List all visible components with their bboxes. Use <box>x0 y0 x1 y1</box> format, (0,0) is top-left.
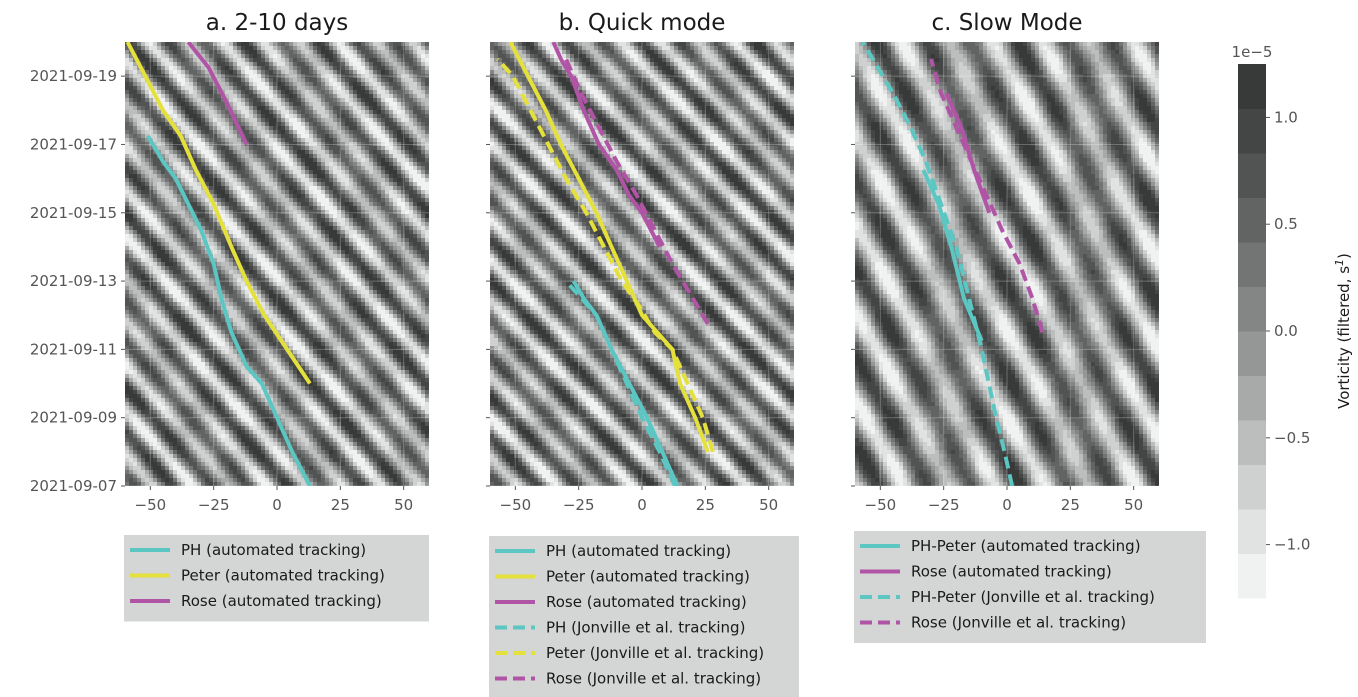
vorticity-field <box>855 42 1159 486</box>
series-line <box>921 169 984 342</box>
contour-plot-c: −50 −25 0 25 50 <box>851 42 1159 514</box>
colorbar-exponent: 1e−5 <box>1232 43 1273 61</box>
colorbar-level <box>1238 420 1266 465</box>
panel-c: c. Slow Mode −50 −25 0 25 50 <box>851 10 1159 514</box>
legend-label: PH-Peter (automated tracking) <box>911 537 1141 555</box>
legend-label: Rose (Jonville et al. tracking) <box>546 670 761 688</box>
legend-label: Peter (automated tracking) <box>546 568 750 586</box>
colorbar-tick-label: −1.0 <box>1274 536 1310 554</box>
legend-box <box>489 536 799 697</box>
legends: PH (automated tracking) Peter (automated … <box>124 531 1206 697</box>
colorbar-level <box>1238 64 1266 109</box>
colorbar-tick-label: −0.5 <box>1274 429 1310 447</box>
legend-label: PH (automated tracking) <box>181 541 366 559</box>
legend-label: Rose (automated tracking) <box>546 593 747 611</box>
track-lines <box>125 42 312 486</box>
x-tick-label: 50 <box>1124 496 1143 514</box>
colorbar-level <box>1238 509 1266 554</box>
series-line <box>860 42 1015 486</box>
series-line <box>929 58 1045 333</box>
x-tick-label: −25 <box>563 496 595 514</box>
x-tick-label: 0 <box>637 496 647 514</box>
grid <box>855 42 1159 487</box>
x-tick-label: 50 <box>394 496 413 514</box>
series-line <box>125 42 312 385</box>
y-tick-label: 2021-09-09 <box>30 409 117 427</box>
legend-label: PH (Jonville et al. tracking) <box>546 619 745 637</box>
x-tick-label: 25 <box>1061 496 1080 514</box>
x-tick-label: 0 <box>1002 496 1012 514</box>
colorbar-level <box>1238 553 1266 599</box>
panel-b: b. Quick mode −50 −25 0 25 50 <box>486 10 794 514</box>
y-tick-label: 2021-09-07 <box>30 477 117 495</box>
y-axis-a: 2021-09-07 2021-09-09 2021-09-11 2021-09-13… <box>30 67 117 495</box>
grid <box>490 42 794 487</box>
panel-title-a: a. 2-10 days <box>206 10 349 36</box>
legend-label: PH (automated tracking) <box>546 542 731 560</box>
track-lines <box>496 42 715 486</box>
series-line <box>564 279 677 486</box>
colorbar-level <box>1238 464 1266 510</box>
panel-a: a. 2-10 days −50 −25 0 25 50 <box>121 10 429 514</box>
colorbar-level <box>1238 286 1266 332</box>
legend-box <box>854 531 1206 643</box>
x-tick-label: 0 <box>272 496 282 514</box>
y-tick-label: 2021-09-19 <box>30 67 117 85</box>
series-line <box>551 42 662 248</box>
legend-label: Peter (Jonville et al. tracking) <box>546 644 764 662</box>
legend-label: Rose (automated tracking) <box>911 563 1112 581</box>
y-tick-label: 2021-09-13 <box>30 272 117 290</box>
legend-label: Peter (automated tracking) <box>181 567 385 585</box>
colorbar-level <box>1238 242 1266 287</box>
colorbar-level <box>1238 153 1266 198</box>
series-line <box>186 42 249 146</box>
track-lines <box>860 42 1045 486</box>
colorbar-tick-label: 1.0 <box>1274 108 1298 126</box>
contour-plot-b: −50 −25 0 25 50 <box>486 42 794 514</box>
x-tick-label: −25 <box>928 496 960 514</box>
colorbar-level <box>1238 331 1266 376</box>
colorbar-label: Vorticity (filtered, s1) <box>1333 253 1353 409</box>
vorticity-field <box>490 42 794 486</box>
colorbar-ticks: 1.0 0.5 0.0 −0.5 −1.0 <box>1266 108 1310 554</box>
colorbar-level <box>1238 375 1266 421</box>
panel-title-b: b. Quick mode <box>559 10 726 36</box>
colorbar-level <box>1238 108 1266 154</box>
colorbar-tick-label: 0.0 <box>1274 322 1298 340</box>
x-tick-label: 25 <box>696 496 715 514</box>
vorticity-field <box>125 42 429 486</box>
legend-box <box>124 535 429 622</box>
series-line <box>564 58 710 325</box>
x-tick-label: −50 <box>500 496 532 514</box>
series-line <box>496 57 715 453</box>
y-tick-label: 2021-09-11 <box>30 340 117 358</box>
colorbar: 1e−5 1.0 0.5 0.0 −0.5 −1.0 Vorticity (filter… <box>1232 43 1353 599</box>
colorbar-tick-label: 0.5 <box>1274 215 1298 233</box>
panel-title-c: c. Slow Mode <box>931 10 1082 36</box>
colorbar-levels <box>1238 64 1266 599</box>
x-tick-label: −25 <box>198 496 230 514</box>
x-tick-label: 50 <box>759 496 778 514</box>
legend-label: Rose (Jonville et al. tracking) <box>911 614 1126 632</box>
series-line <box>146 134 312 486</box>
series-line <box>508 42 710 453</box>
legend-label: Rose (automated tracking) <box>181 592 382 610</box>
x-tick-label: 25 <box>331 496 350 514</box>
y-tick-label: 2021-09-15 <box>30 204 117 222</box>
legend-label: PH-Peter (Jonville et al. tracking) <box>911 588 1155 606</box>
colorbar-level <box>1238 197 1266 243</box>
contour-plot-a: −50 −25 0 25 50 <box>121 42 429 514</box>
y-tick-label: 2021-09-17 <box>30 135 117 153</box>
x-tick-label: −50 <box>135 496 167 514</box>
x-tick-label: −50 <box>865 496 897 514</box>
